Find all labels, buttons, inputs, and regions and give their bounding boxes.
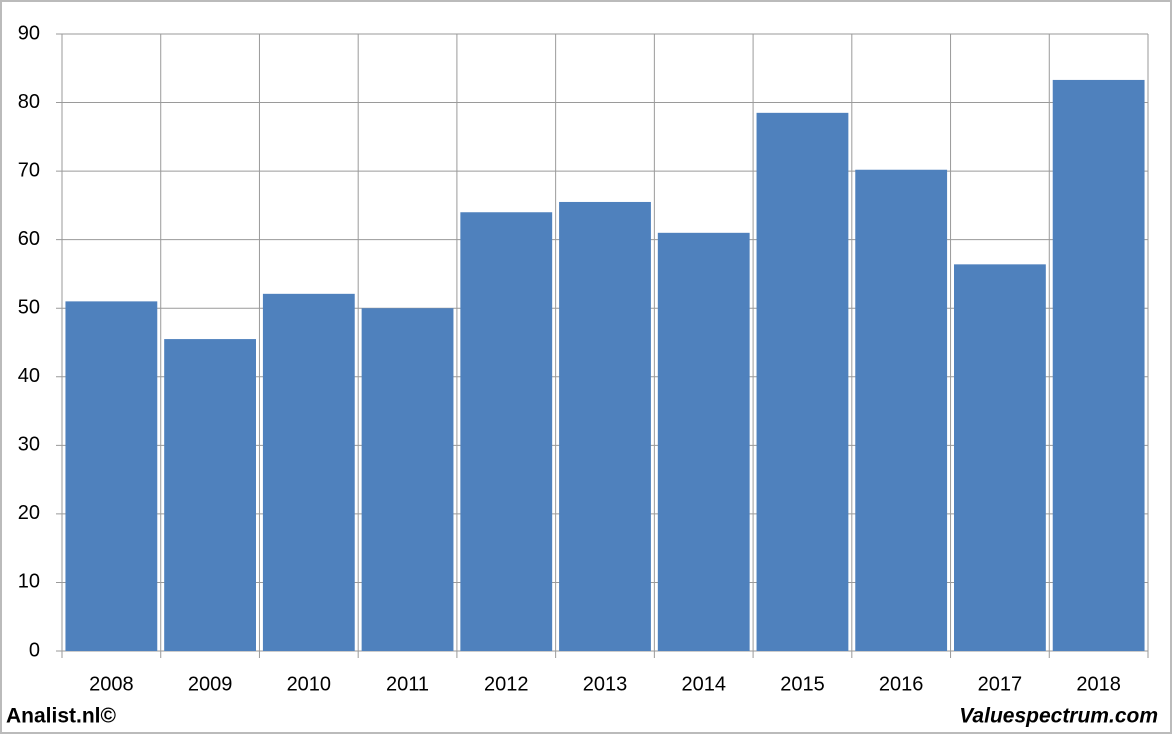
- y-tick-label: 20: [18, 502, 40, 524]
- source-right: Valuespectrum.com: [959, 705, 1158, 728]
- bar: [855, 169, 948, 652]
- bar: [954, 264, 1046, 651]
- y-tick-label: 90: [18, 22, 40, 44]
- bar: [460, 212, 553, 651]
- x-tick-label: 2012: [484, 673, 529, 695]
- bar: [262, 293, 355, 651]
- source-left: Analist.nl©: [6, 705, 117, 728]
- bar: [756, 112, 849, 652]
- bar: [559, 201, 651, 651]
- x-tick-label: 2016: [879, 673, 924, 695]
- y-tick-label: 80: [18, 91, 40, 113]
- y-tick-label: 10: [18, 571, 40, 593]
- y-tick-label: 70: [18, 159, 40, 181]
- x-tick-label: 2017: [978, 673, 1023, 695]
- bar: [1052, 79, 1145, 651]
- x-tick-label: 2010: [287, 673, 332, 695]
- x-tick-label: 2008: [89, 673, 134, 695]
- y-tick-label: 30: [18, 434, 40, 456]
- y-tick-label: 50: [18, 297, 40, 319]
- x-tick-label: 2013: [583, 673, 628, 695]
- y-tick-label: 0: [29, 639, 40, 661]
- x-tick-label: 2009: [188, 673, 233, 695]
- bar: [164, 339, 256, 651]
- y-tick-label: 40: [18, 365, 40, 387]
- x-tick-label: 2014: [681, 673, 726, 695]
- x-tick-label: 2011: [386, 673, 429, 695]
- bar: [361, 308, 454, 651]
- x-tick-label: 2018: [1076, 673, 1121, 695]
- bar: [65, 301, 158, 651]
- x-tick-label: 2015: [780, 673, 825, 695]
- y-tick-label: 60: [18, 228, 40, 250]
- bar: [657, 232, 750, 652]
